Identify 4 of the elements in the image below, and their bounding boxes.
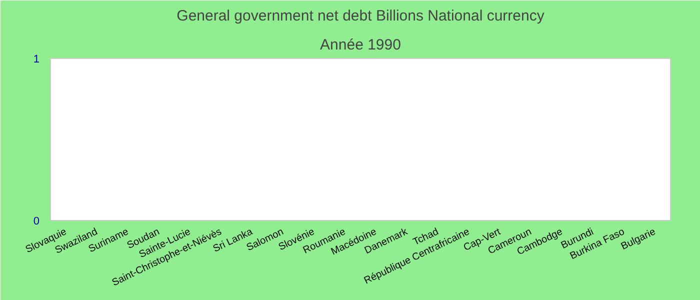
- chart-title: General government net debt Billions National currency: [176, 8, 545, 24]
- y-tick-label: 0: [33, 216, 40, 228]
- chart-subtitle: Année 1990: [320, 36, 401, 54]
- y-tick-label: 1: [33, 54, 40, 66]
